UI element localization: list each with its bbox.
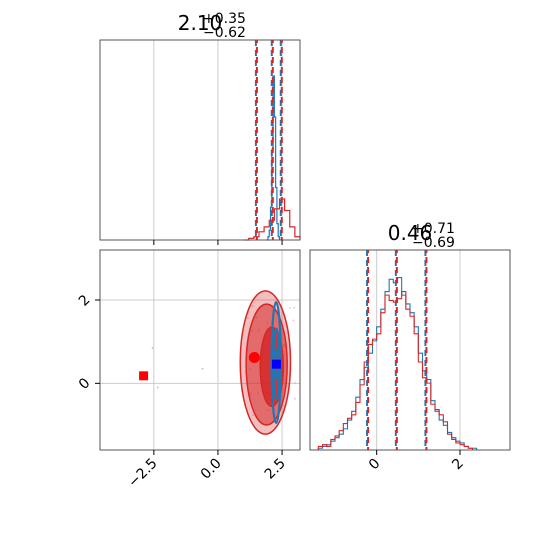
scatter-point xyxy=(246,317,249,320)
marker-red-dot xyxy=(248,352,260,363)
scatter-point xyxy=(282,404,285,407)
y-tick-label: 0 xyxy=(76,375,94,393)
scatter-point xyxy=(201,367,204,370)
x-tick-label: −2.5 xyxy=(125,456,160,491)
series-red-marginal-x xyxy=(243,198,301,241)
scatter-point xyxy=(292,319,295,322)
scatter-point xyxy=(151,347,154,349)
marker-red-square-outlier xyxy=(139,371,149,381)
param2-title-lower: −0.69 xyxy=(412,235,455,251)
scatter-point xyxy=(294,397,296,400)
scatter-point xyxy=(288,306,291,309)
param2-title-upper: +0.71 xyxy=(412,221,455,237)
param2-title-main: 0.46 xyxy=(388,221,433,245)
scatter-point xyxy=(294,382,296,384)
scatter-point xyxy=(293,306,296,309)
x-tick-label: 0 xyxy=(366,456,384,474)
param1-title-lower: −0.62 xyxy=(203,25,246,41)
x-tick-label: 0.0 xyxy=(198,456,225,483)
x-tick-label: 2.5 xyxy=(262,456,289,483)
param1-title-main: 2.10 xyxy=(178,11,223,35)
joint-scatter-frame xyxy=(99,249,301,451)
scatter-point xyxy=(252,414,254,416)
y-tick-label: 2 xyxy=(76,292,94,310)
series-blue-marginal-y xyxy=(314,276,481,451)
marginal-x-panel xyxy=(99,39,301,245)
marginal-x-frame xyxy=(99,39,301,241)
param1-title: 2.10 xyxy=(178,11,223,35)
joint-scatter-panel: −2.5 0.0 2.5 0 2 xyxy=(76,249,301,491)
scatter-point xyxy=(251,304,254,307)
marginal-y-frame xyxy=(309,249,511,451)
param1-title-upper: +0.35 xyxy=(203,11,246,27)
series-blue-marginal-x xyxy=(266,75,281,241)
param2-title: 0.46 xyxy=(388,221,433,245)
marker-blue-square xyxy=(271,359,281,369)
scatter-point xyxy=(156,386,159,389)
x-tick-label: 2 xyxy=(449,456,467,474)
